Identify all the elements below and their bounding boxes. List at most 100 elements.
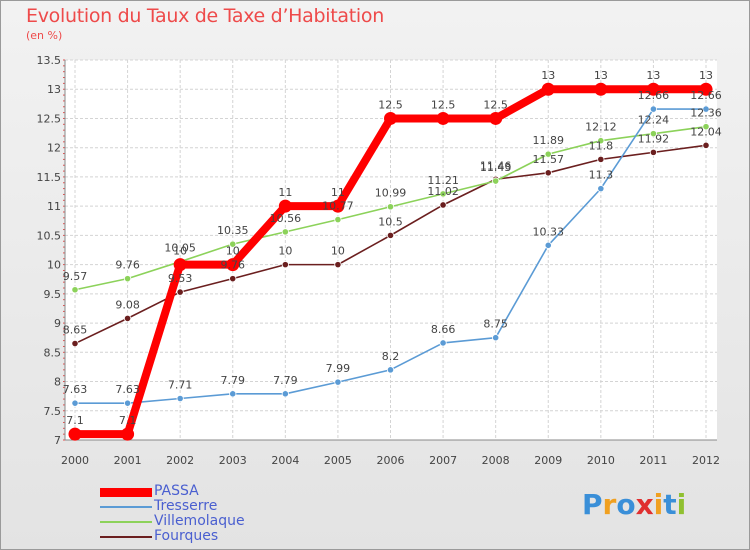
data-point xyxy=(649,105,658,113)
x-tick-label: 2004 xyxy=(271,454,299,467)
data-point xyxy=(702,141,710,149)
data-label: 8.75 xyxy=(483,318,508,331)
data-point xyxy=(439,190,447,198)
x-tick-label: 2000 xyxy=(61,454,89,467)
legend-label: PASSA xyxy=(154,483,199,499)
data-point xyxy=(281,261,289,269)
x-tick-label: 2006 xyxy=(377,454,405,467)
data-point xyxy=(597,155,605,163)
data-label: 9.76 xyxy=(221,259,246,272)
data-point xyxy=(123,275,132,283)
data-label: 11.89 xyxy=(533,134,565,147)
data-label: 7.63 xyxy=(63,383,88,396)
data-label: 10.33 xyxy=(533,225,565,238)
y-tick-label: 7 xyxy=(54,434,61,447)
data-point xyxy=(71,286,79,294)
data-point xyxy=(176,288,184,296)
data-label: 10 xyxy=(173,245,187,258)
data-point xyxy=(544,169,552,177)
data-label: 7.63 xyxy=(115,383,140,396)
data-point xyxy=(702,123,710,131)
data-label: 11.92 xyxy=(638,132,670,145)
data-label: 10.05 xyxy=(164,242,196,255)
data-point xyxy=(439,201,447,209)
legend-label: Tresserre xyxy=(154,498,218,514)
legend-label: Fourques xyxy=(154,528,219,544)
data-label: 9.08 xyxy=(115,298,140,311)
data-label: 11 xyxy=(278,186,292,199)
logo-letter: r xyxy=(602,488,617,521)
data-label: 11.46 xyxy=(480,159,512,172)
y-tick-label: 12.5 xyxy=(37,112,62,125)
y-tick-label: 9 xyxy=(54,317,61,330)
x-tick-label: 2003 xyxy=(219,454,247,467)
data-point xyxy=(334,261,342,269)
data-point xyxy=(176,394,184,403)
data-point xyxy=(541,82,555,96)
data-label: 9.53 xyxy=(168,272,193,285)
data-point xyxy=(386,231,395,239)
data-label: 12.5 xyxy=(378,98,403,111)
data-point xyxy=(649,130,658,138)
legend-item-passa: PASSA xyxy=(100,483,300,500)
chart-title: Evolution du Taux de Taxe d’Habitation xyxy=(26,5,384,27)
x-tick-label: 2007 xyxy=(429,454,457,467)
data-label: 10 xyxy=(278,245,292,258)
data-point xyxy=(544,241,552,249)
y-tick-label: 11 xyxy=(47,200,61,213)
data-point xyxy=(71,339,79,348)
data-point xyxy=(646,82,660,96)
data-label: 10 xyxy=(331,245,345,258)
data-label: 7.79 xyxy=(273,374,298,387)
data-label: 9.57 xyxy=(63,270,88,283)
logo-letter: t xyxy=(663,488,677,521)
data-point xyxy=(699,82,713,96)
data-point xyxy=(334,378,342,386)
data-point xyxy=(334,216,342,224)
data-point xyxy=(597,137,605,145)
data-label: 13 xyxy=(541,69,555,82)
logo-letter: i xyxy=(676,488,687,521)
data-point xyxy=(68,427,82,441)
legend-swatch xyxy=(100,506,152,508)
logo-letter: i xyxy=(653,488,664,521)
data-label: 11.02 xyxy=(427,185,459,198)
data-point xyxy=(121,427,135,441)
data-label: 7.1 xyxy=(66,414,84,427)
data-label: 12.66 xyxy=(690,89,722,102)
data-label: 8.65 xyxy=(63,324,88,337)
y-tick-label: 7.5 xyxy=(44,405,62,418)
data-point xyxy=(226,258,240,272)
chart-subtitle: (en %) xyxy=(26,29,63,42)
data-label: 13 xyxy=(594,69,608,82)
data-label: 12.04 xyxy=(690,125,722,138)
data-point xyxy=(173,258,187,272)
data-point xyxy=(492,334,500,342)
data-point xyxy=(229,240,237,248)
data-label: 11.8 xyxy=(589,139,614,152)
data-label: 11.43 xyxy=(480,161,512,174)
data-label: 12.36 xyxy=(690,107,722,120)
data-point xyxy=(384,111,397,125)
x-tick-label: 2001 xyxy=(114,454,142,467)
proxiti-logo: Proxiti xyxy=(582,488,686,521)
y-tick-label: 13.5 xyxy=(37,54,62,67)
data-point xyxy=(278,199,292,213)
y-tick-label: 8 xyxy=(54,376,61,389)
data-point xyxy=(331,199,345,213)
legend-item-villemolaque: Villemolaque xyxy=(100,513,300,530)
data-label: 12.66 xyxy=(638,89,670,102)
logo-letter: o xyxy=(616,488,636,521)
data-label: 11.57 xyxy=(533,153,565,166)
data-label: 10.56 xyxy=(270,212,302,225)
data-label: 10 xyxy=(226,245,240,258)
data-point xyxy=(544,150,552,158)
x-tick-label: 2002 xyxy=(166,454,194,467)
data-point xyxy=(489,111,503,125)
data-point xyxy=(229,390,237,398)
y-tick-label: 9.5 xyxy=(44,288,62,301)
data-label: 11 xyxy=(331,186,345,199)
data-label: 11.3 xyxy=(589,169,614,182)
data-point xyxy=(229,275,237,283)
